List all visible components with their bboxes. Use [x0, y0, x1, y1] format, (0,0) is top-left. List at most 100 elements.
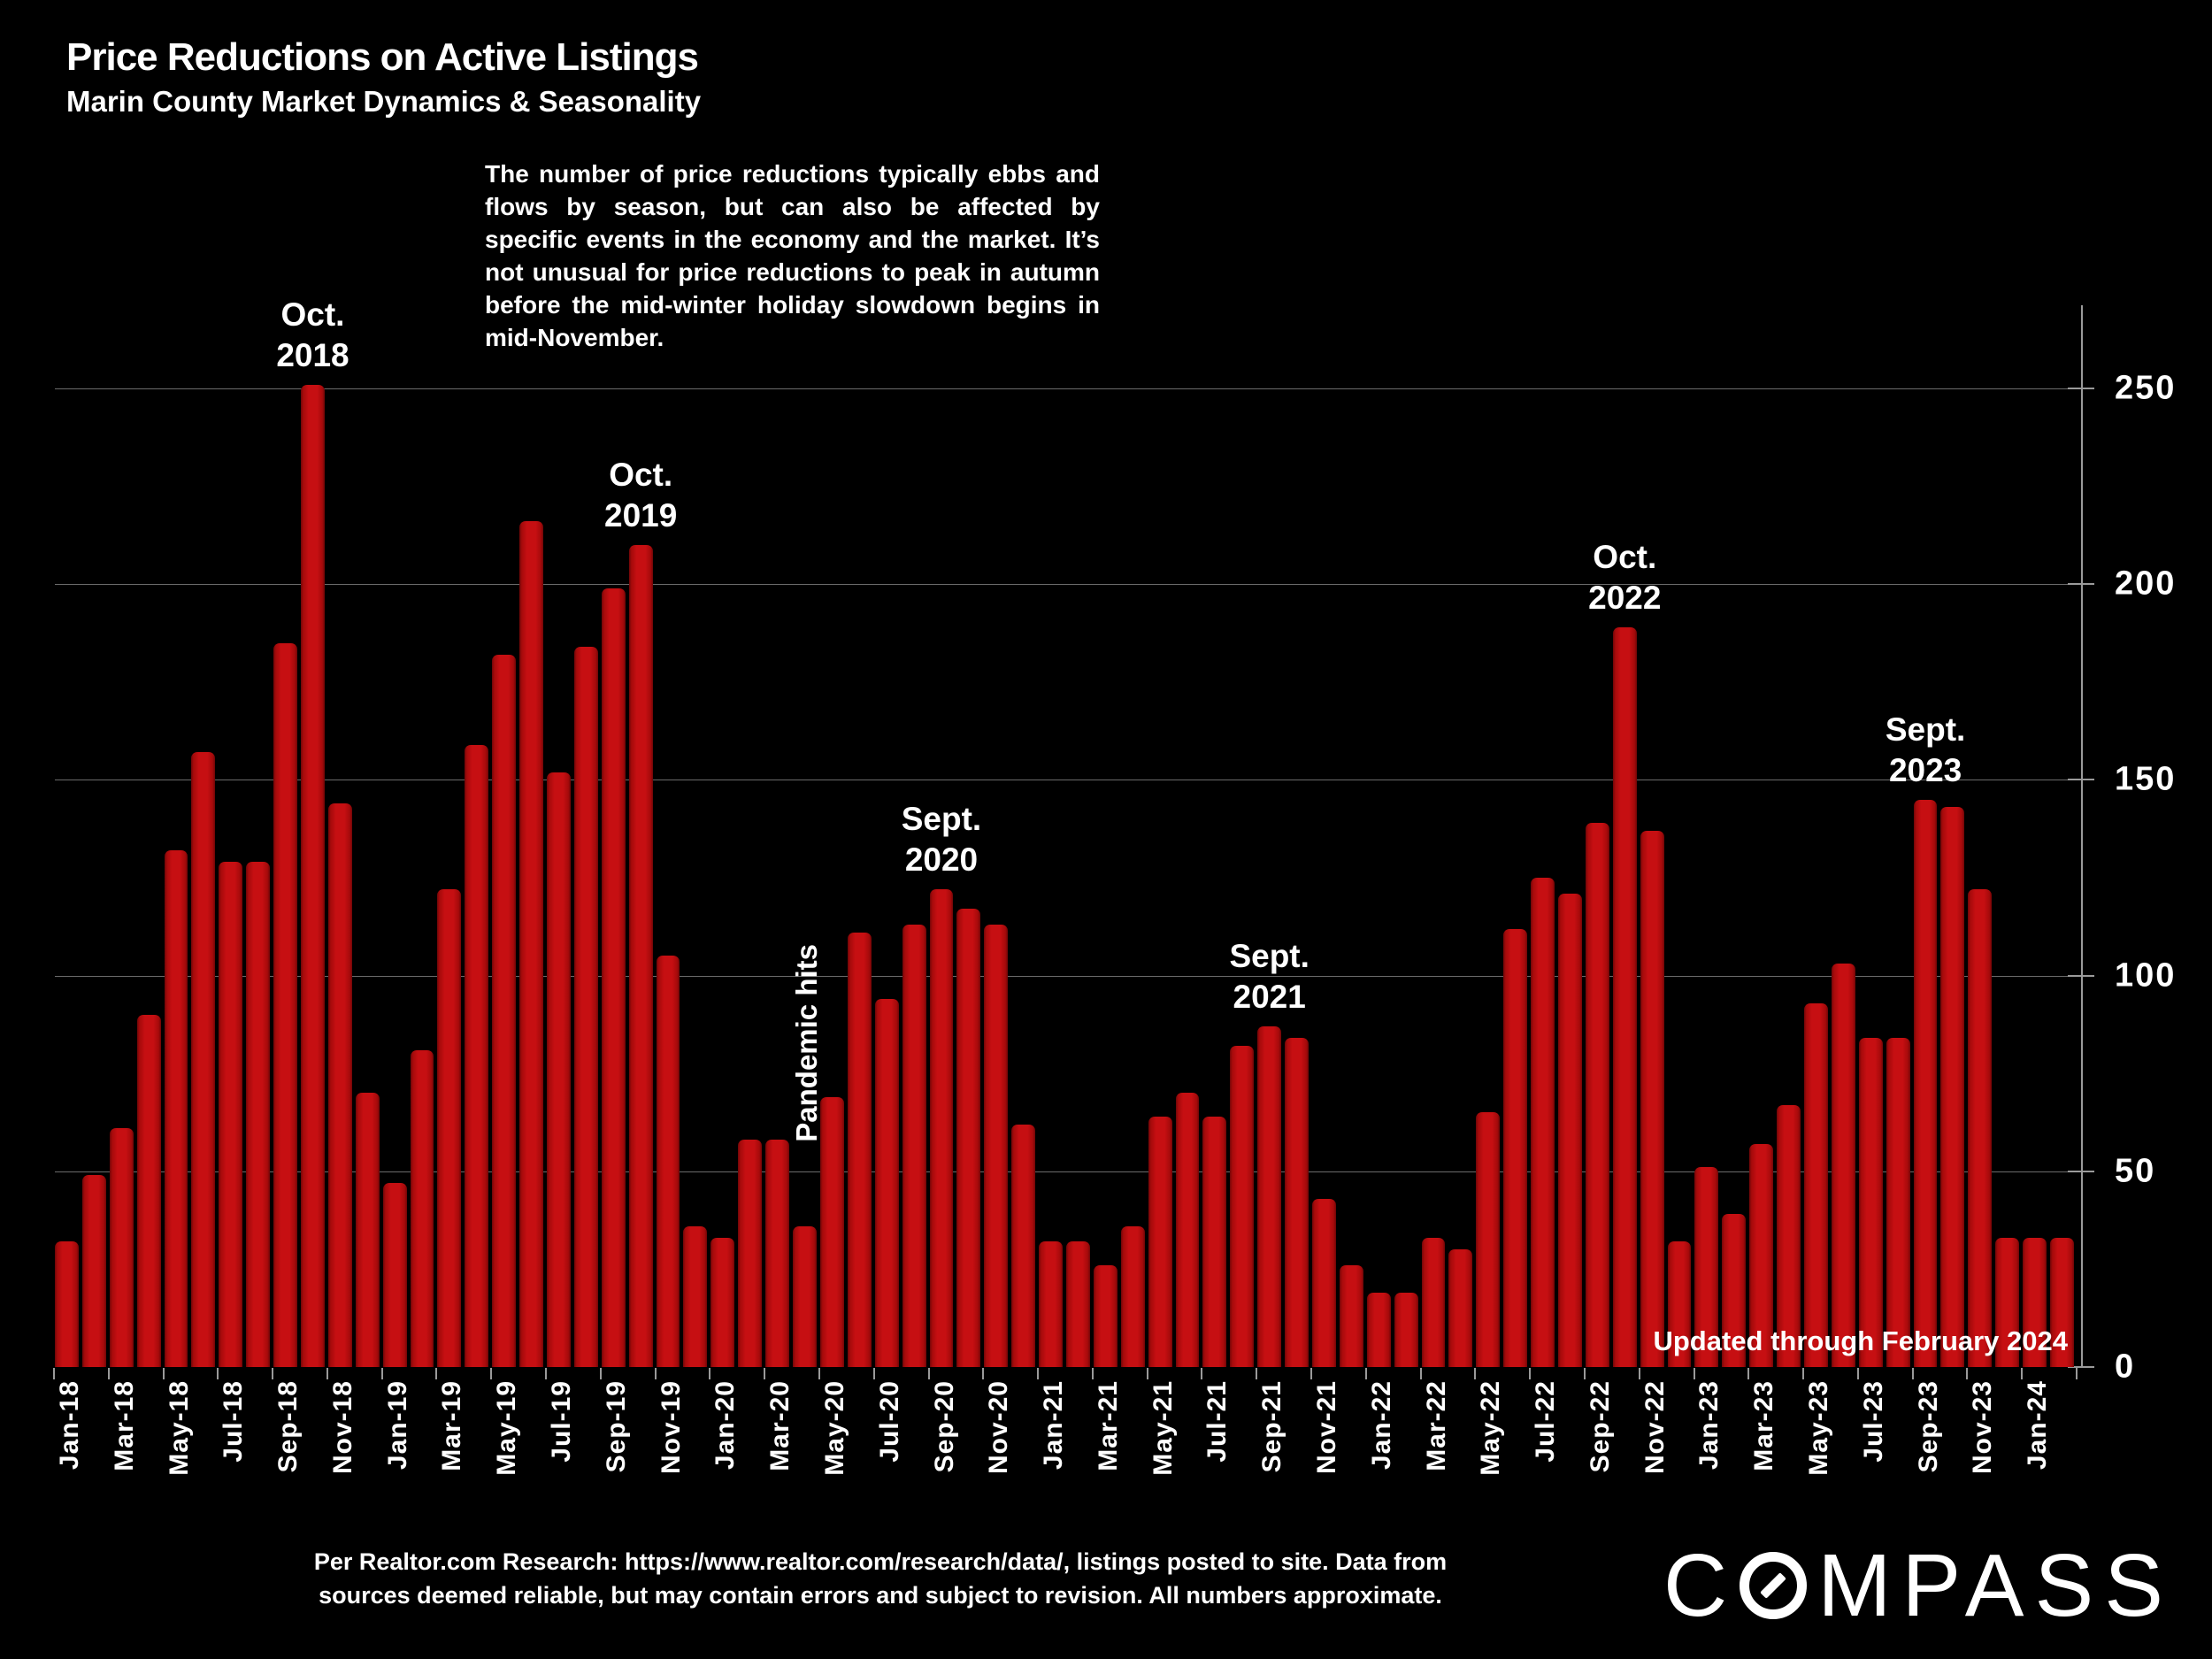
x-axis-tick	[654, 1368, 657, 1379]
bar	[1448, 1249, 1473, 1367]
x-label-slot: Sep-21	[1257, 1380, 1287, 1535]
bar	[219, 862, 243, 1367]
x-label-slot: Mar-22	[1422, 1380, 1452, 1535]
x-axis-tick	[1638, 1368, 1640, 1379]
bar	[1503, 928, 1528, 1367]
x-axis-label: May-23	[1804, 1380, 1833, 1476]
x-label-slot	[799, 1380, 817, 1535]
bar	[109, 1128, 134, 1367]
annotation-paragraph: The number of price reductions typically…	[485, 160, 1100, 351]
bar	[1831, 964, 1855, 1367]
x-axis-tick	[326, 1368, 328, 1379]
compass-logo-text: MPASS	[1817, 1536, 2174, 1635]
x-axis-tick	[2021, 1368, 2024, 1379]
x-label-slot	[964, 1380, 981, 1535]
pandemic-annotation-text: Pandemic hits	[789, 944, 823, 1142]
bar	[984, 925, 1009, 1367]
page-subtitle: Marin County Market Dynamics & Seasonali…	[66, 85, 702, 118]
x-label-slot	[580, 1380, 598, 1535]
x-axis-label: Mar-21	[1093, 1380, 1123, 1471]
gridline	[55, 1171, 2081, 1172]
bar	[1995, 1238, 2020, 1367]
x-axis-label: Jul-19	[547, 1380, 577, 1463]
bar	[1858, 1038, 1883, 1367]
bar	[2050, 1238, 2074, 1367]
bar	[1749, 1143, 1774, 1367]
x-axis-tick	[1256, 1368, 1258, 1379]
x-axis-label: Jan-21	[1039, 1380, 1069, 1471]
bar	[1612, 626, 1637, 1367]
x-label-slot	[690, 1380, 708, 1535]
bar	[765, 1140, 790, 1367]
x-label-slot: Jan-23	[1694, 1380, 1724, 1535]
x-axis-label: Nov-21	[1311, 1380, 1341, 1475]
x-label-slot	[635, 1380, 653, 1535]
x-axis-label: Sep-21	[1257, 1380, 1287, 1473]
x-axis-label: Nov-19	[656, 1380, 686, 1475]
bar	[1913, 799, 1938, 1367]
x-axis-tick	[107, 1368, 110, 1379]
x-axis-tick	[927, 1368, 930, 1379]
x-axis-label: Nov-18	[327, 1380, 357, 1475]
bar	[902, 925, 926, 1367]
x-axis-label: Mar-18	[109, 1380, 139, 1471]
x-label-slot	[2056, 1380, 2074, 1535]
x-label-slot	[252, 1380, 270, 1535]
bar	[136, 1014, 161, 1367]
x-label-slot: Sep-22	[1586, 1380, 1616, 1535]
x-label-slot: Nov-20	[984, 1380, 1014, 1535]
x-label-slot: Nov-23	[1968, 1380, 1998, 1535]
bar	[1175, 1093, 1200, 1367]
x-axis-tick	[1966, 1368, 1969, 1379]
x-axis-tick	[1856, 1368, 1859, 1379]
x-label-slot: May-18	[165, 1380, 195, 1535]
y-axis-label: 100	[2115, 956, 2177, 995]
bar	[492, 654, 517, 1367]
x-axis-tick	[1802, 1368, 1805, 1379]
x-axis-label: Nov-23	[1968, 1380, 1998, 1475]
x-label-slot: Mar-18	[110, 1380, 140, 1535]
x-axis-label: Mar-22	[1421, 1380, 1451, 1471]
x-axis-label: Jul-20	[874, 1380, 904, 1463]
x-axis-labels: Jan-18 Mar-18 May-18 Jul-18 Sep-18 Nov-18 Jan-…	[55, 1380, 2074, 1535]
x-label-slot	[1455, 1380, 1473, 1535]
bar	[956, 909, 981, 1367]
bar	[81, 1175, 106, 1367]
bar	[1777, 1104, 1801, 1367]
bar	[1940, 807, 1965, 1367]
x-label-slot: May-19	[492, 1380, 522, 1535]
bar	[1285, 1038, 1309, 1367]
x-axis-label: Jan-24	[2023, 1380, 2053, 1471]
x-label-slot: Nov-21	[1312, 1380, 1342, 1535]
x-axis-label: May-21	[1148, 1380, 1178, 1476]
x-label-slot	[1674, 1380, 1692, 1535]
y-axis-label: 50	[2115, 1152, 2156, 1190]
bar	[1039, 1241, 1063, 1367]
x-label-slot	[909, 1380, 926, 1535]
x-axis-label: May-19	[492, 1380, 522, 1476]
x-axis-label: Nov-20	[984, 1380, 1014, 1475]
x-axis-label: Jul-21	[1202, 1380, 1233, 1463]
peak-annotation: Oct. 2018	[276, 296, 349, 373]
y-axis-label: 0	[2115, 1348, 2136, 1386]
bar	[573, 646, 598, 1367]
x-label-slot	[471, 1380, 488, 1535]
x-label-slot	[198, 1380, 216, 1535]
x-axis-label: May-22	[1476, 1380, 1506, 1476]
x-label-slot	[1236, 1380, 1254, 1535]
y-axis-line	[2081, 305, 2083, 1368]
bar	[1148, 1116, 1172, 1367]
bar	[1640, 830, 1664, 1367]
bar	[683, 1225, 708, 1367]
y-axis-label: 250	[2115, 369, 2177, 407]
x-axis-tick	[1146, 1368, 1148, 1379]
bar	[1366, 1292, 1391, 1367]
x-axis-label: May-20	[819, 1380, 849, 1476]
peak-annotation: Sept. 2021	[1229, 938, 1310, 1016]
peak-annotation: Sept. 2020	[901, 801, 982, 879]
x-label-slot	[1728, 1380, 1746, 1535]
x-label-slot	[1401, 1380, 1418, 1535]
x-axis-tick	[217, 1368, 219, 1379]
x-label-slot: Jul-21	[1202, 1380, 1233, 1535]
x-label-slot	[417, 1380, 434, 1535]
